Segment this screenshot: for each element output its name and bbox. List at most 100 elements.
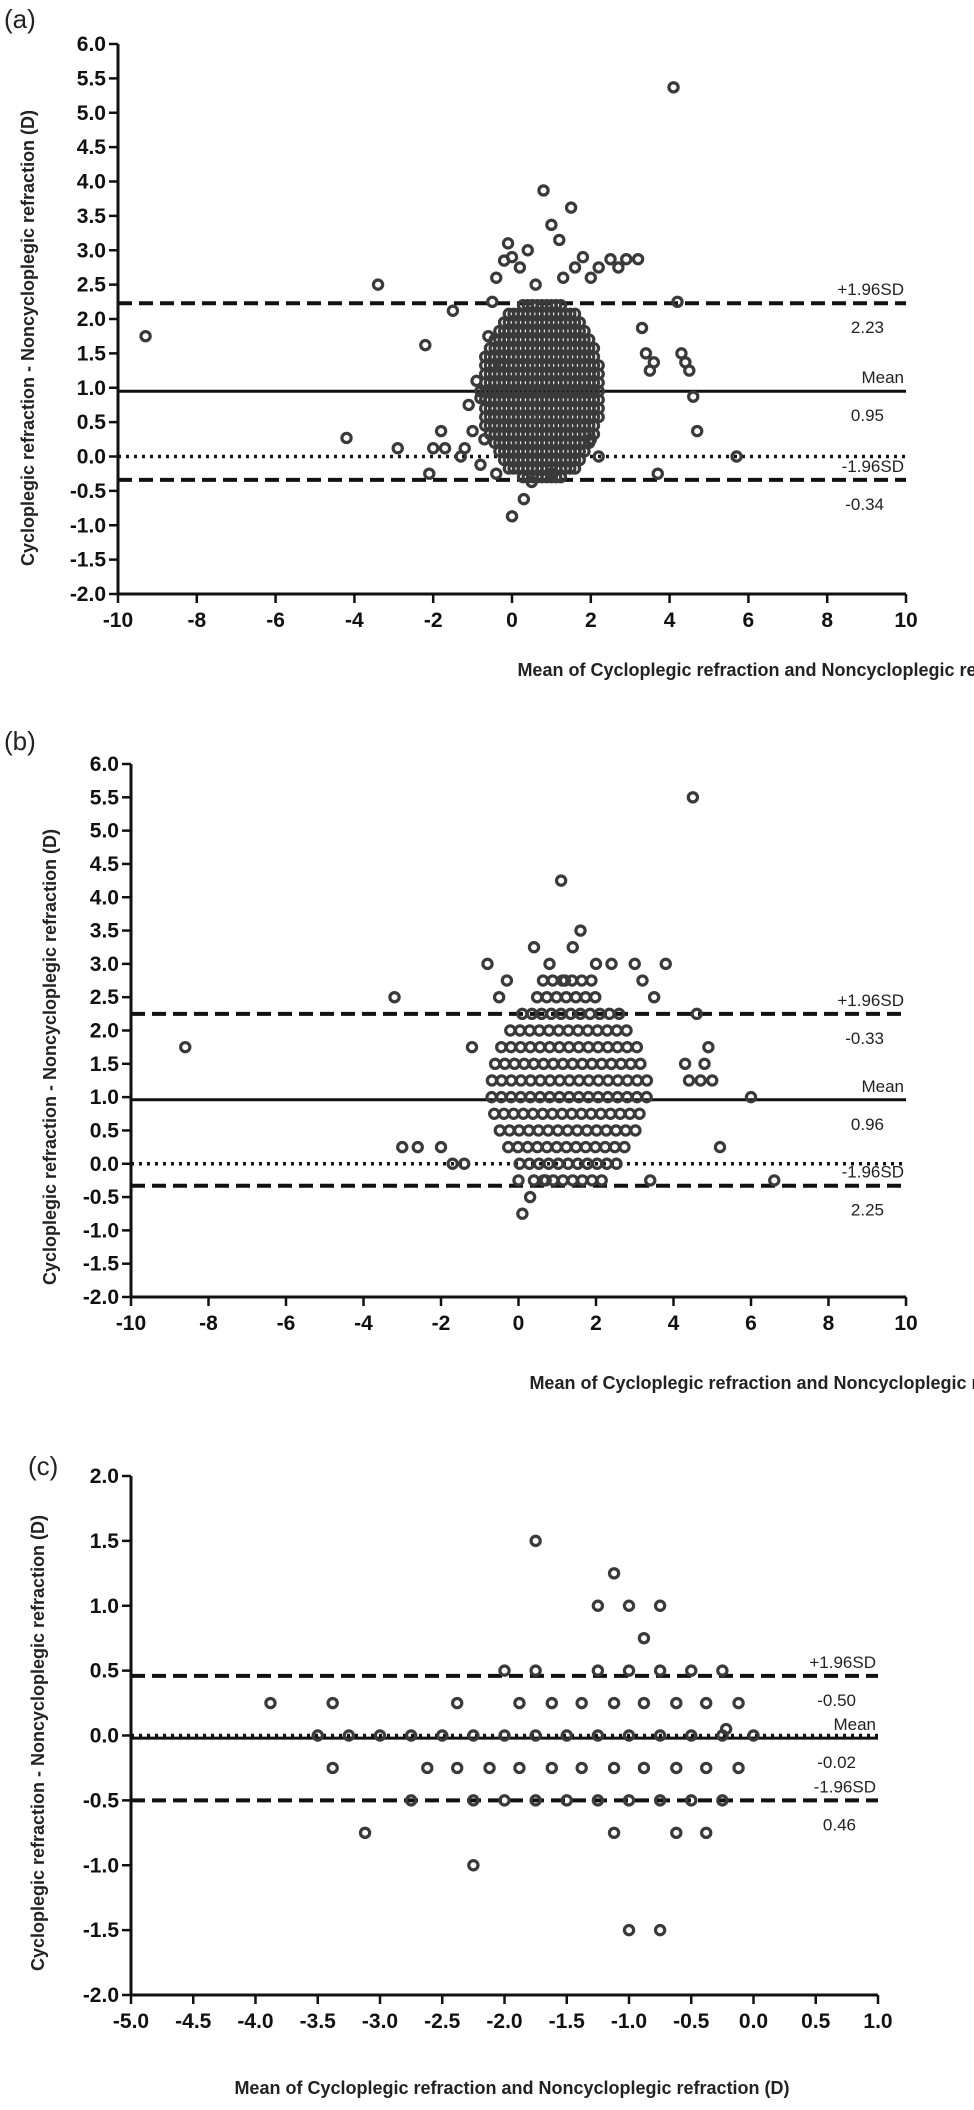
data-point	[488, 1057, 502, 1071]
data-point	[139, 329, 152, 343]
data-point	[560, 1729, 573, 1742]
data-point	[465, 1040, 479, 1054]
data-point	[516, 1207, 529, 1220]
y-tick-label: 5.5	[90, 786, 120, 809]
x-tick-label: -2	[424, 609, 443, 632]
data-point	[524, 1090, 537, 1104]
data-point	[474, 458, 487, 471]
data-point	[678, 1057, 692, 1071]
data-point	[340, 431, 353, 445]
data-point	[575, 1696, 588, 1710]
data-point	[630, 1090, 644, 1104]
data-point	[612, 261, 625, 274]
data-points	[264, 1534, 760, 1937]
data-point	[591, 1794, 605, 1807]
data-point	[513, 1024, 527, 1037]
data-point	[620, 252, 633, 266]
data-point	[498, 1664, 511, 1677]
data-point	[576, 250, 590, 264]
data-point	[611, 1090, 624, 1104]
y-tick-label: 1.5	[90, 1053, 120, 1076]
data-point	[592, 450, 605, 463]
x-tick-label: -6	[266, 609, 285, 632]
data-point	[537, 184, 550, 197]
data-point	[716, 1794, 729, 1807]
data-point	[659, 957, 672, 971]
data-point	[565, 974, 579, 987]
data-point	[553, 1074, 566, 1087]
data-point	[582, 1074, 595, 1087]
data-point	[585, 1174, 599, 1187]
data-point	[550, 990, 563, 1004]
data-point	[607, 1696, 621, 1710]
x-tick-label: 6	[743, 609, 755, 632]
data-point	[547, 1174, 560, 1187]
data-point	[622, 1923, 636, 1937]
data-point	[342, 1729, 356, 1742]
data-point	[492, 990, 506, 1004]
data-point	[591, 1024, 604, 1037]
data-point	[610, 1024, 624, 1037]
data-point	[446, 1157, 459, 1170]
data-point	[566, 1174, 579, 1187]
data-point	[730, 450, 743, 463]
data-point	[555, 1107, 569, 1120]
data-point	[706, 1074, 719, 1087]
data-point	[513, 1761, 526, 1775]
data-point	[545, 218, 558, 232]
data-point	[530, 990, 544, 1004]
data-point	[620, 1024, 633, 1037]
data-point	[540, 1140, 554, 1154]
data-point	[589, 957, 603, 971]
data-point	[694, 1074, 707, 1087]
data-point	[326, 1696, 339, 1710]
data-point	[536, 1107, 549, 1120]
data-point	[326, 1761, 339, 1775]
y-tick-label: 1.0	[90, 1595, 119, 1618]
data-point	[583, 1007, 597, 1021]
data-point	[690, 424, 704, 438]
data-point	[564, 201, 578, 214]
line-name-label: -1.96SD	[814, 1777, 876, 1796]
x-tick-label: -5.0	[113, 2010, 149, 2033]
y-tick-label: 2.5	[90, 986, 120, 1009]
data-point	[768, 1174, 781, 1187]
data-point	[419, 338, 432, 352]
data-point	[513, 261, 527, 274]
data-point	[592, 359, 605, 372]
data-point	[571, 1124, 584, 1137]
data-point	[545, 1761, 559, 1775]
data-point	[543, 957, 556, 971]
line-value-label: 0.95	[851, 406, 884, 425]
line-name-label: +1.96SD	[837, 280, 904, 299]
data-point	[553, 1040, 566, 1054]
x-tick-label: -1.0	[611, 2010, 647, 2033]
data-point	[502, 1140, 515, 1154]
line-name-label: +1.96SD	[809, 1653, 876, 1672]
y-tick-label: -0.5	[83, 1789, 120, 1812]
line-name-label: Mean	[861, 368, 904, 387]
data-point	[522, 1124, 536, 1137]
data-point	[373, 1729, 387, 1742]
data-point	[670, 1826, 683, 1840]
data-point	[488, 1107, 501, 1120]
data-point	[687, 390, 700, 403]
data-point	[671, 295, 684, 309]
data-point	[467, 1794, 480, 1807]
data-point	[683, 364, 696, 377]
line-name-label: -1.96SD	[842, 457, 904, 476]
data-point	[542, 1124, 555, 1137]
x-tick-label: -4.0	[237, 2010, 273, 2033]
line-value-label: -0.02	[817, 1753, 856, 1772]
y-tick-label: 4.5	[90, 853, 120, 876]
data-point	[466, 424, 479, 438]
data-point	[595, 1174, 608, 1187]
data-point	[719, 1722, 733, 1736]
data-point	[524, 1074, 537, 1087]
y-tick-label: 2.0	[90, 1465, 119, 1488]
data-point	[421, 1761, 434, 1775]
x-tick-label: 0.0	[739, 2010, 768, 2033]
data-point	[396, 1140, 409, 1154]
data-points	[139, 81, 743, 523]
data-point	[514, 1090, 527, 1104]
